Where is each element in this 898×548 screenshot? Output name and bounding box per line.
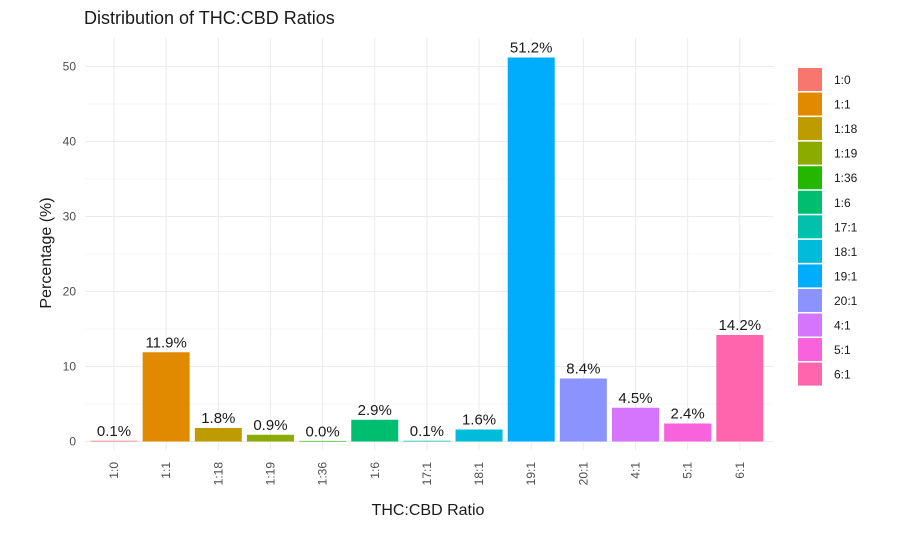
- legend-label: 17:1: [834, 220, 858, 234]
- data-label: 11.9%: [145, 334, 186, 351]
- x-tick-label: 19:1: [524, 462, 538, 486]
- legend-label: 1:18: [834, 122, 858, 136]
- y-tick-label: 0: [69, 435, 76, 449]
- legend-key: [798, 68, 822, 91]
- legend-label: 1:19: [834, 147, 858, 161]
- x-axis-title: THC:CBD Ratio: [372, 502, 485, 519]
- legend-key: [798, 239, 822, 263]
- bar-labels: 0.1% 11.9% 1.8% 0.9% 0.0% 2.9% 0.1% 1.6% 51.2% 8.…: [97, 40, 761, 441]
- bar-4:1: [612, 407, 659, 442]
- legend-label: 5:1: [834, 343, 851, 357]
- x-tick-label: 18:1: [472, 462, 486, 486]
- legend-key: [798, 362, 822, 386]
- legend-key: [798, 215, 822, 239]
- y-axis-title: Percentage (%): [38, 197, 55, 308]
- legend-key: [798, 338, 822, 362]
- y-tick-label: 10: [63, 360, 77, 374]
- y-axis-ticks: 0 10 20 30 40 50: [63, 60, 77, 449]
- data-label: 0.0%: [305, 424, 339, 441]
- legend-label: 4:1: [834, 319, 851, 333]
- bar-1:6: [351, 419, 399, 442]
- data-label: 0.9%: [253, 417, 287, 434]
- x-tick-label: 4:1: [629, 462, 643, 479]
- legend-label: 18:1: [834, 245, 858, 259]
- data-label: 1.8%: [201, 410, 235, 427]
- legend-label: 19:1: [834, 269, 858, 283]
- y-tick-label: 30: [63, 210, 77, 224]
- x-tick-label: 1:19: [263, 462, 277, 486]
- legend: 1:0 1:1 1:18 1:19 1:36 1:6 17:1 18:1 19:1 20:1 4:1…: [798, 68, 858, 386]
- legend-key: [798, 313, 822, 337]
- legend-key: [798, 117, 822, 141]
- bar-1:0: [90, 440, 138, 442]
- data-label: 2.4%: [671, 406, 705, 423]
- y-tick-label: 40: [63, 135, 77, 149]
- data-label: 1.6%: [462, 412, 496, 429]
- x-tick-label: 17:1: [420, 462, 434, 486]
- legend-key: [798, 141, 822, 165]
- legend-key: [798, 92, 822, 116]
- bar-20:1: [559, 378, 607, 442]
- x-tick-label: 1:1: [159, 462, 173, 479]
- bar-1:1: [142, 352, 190, 442]
- legend-key: [798, 264, 822, 288]
- x-axis-ticks: 1:0 1:1 1:18 1:19 1:36 1:6 17:1 18:1 19:1 20:1 4:1…: [107, 462, 747, 486]
- bars: [90, 57, 764, 442]
- legend-label: 1:6: [834, 196, 851, 210]
- legend-key: [798, 166, 822, 190]
- x-tick-label: 5:1: [681, 462, 695, 479]
- bar-1:18: [194, 428, 242, 442]
- legend-label: 1:36: [834, 171, 858, 185]
- bar-6:1: [716, 335, 764, 442]
- data-label: 8.4%: [566, 361, 600, 378]
- legend-key: [798, 190, 822, 214]
- bar-5:1: [664, 423, 712, 442]
- y-tick-label: 50: [63, 60, 77, 74]
- x-tick-label: 1:6: [368, 462, 382, 479]
- x-tick-label: 1:18: [211, 462, 225, 486]
- legend-key: [798, 288, 822, 312]
- legend-label: 1:1: [834, 98, 851, 112]
- y-tick-label: 20: [63, 285, 77, 299]
- data-label: 0.1%: [97, 423, 131, 440]
- bar-18:1: [455, 429, 503, 442]
- data-label: 14.2%: [719, 317, 762, 334]
- bar-19:1: [507, 57, 555, 442]
- x-tick-label: 1:0: [107, 462, 121, 479]
- bar-1:36: [299, 440, 347, 442]
- x-tick-label: 1:36: [316, 462, 330, 486]
- bar-17:1: [403, 440, 451, 442]
- data-label: 0.1%: [410, 423, 444, 440]
- bar-1:19: [246, 434, 294, 442]
- legend-label: 20:1: [834, 294, 858, 308]
- chart-title: Distribution of THC:CBD Ratios: [84, 8, 335, 28]
- legend-label: 6:1: [834, 368, 851, 382]
- data-label: 4.5%: [618, 390, 652, 407]
- data-label: 51.2%: [510, 40, 553, 57]
- legend-label: 1:0: [834, 73, 851, 87]
- x-tick-label: 6:1: [733, 462, 747, 479]
- x-tick-label: 20:1: [576, 462, 590, 486]
- data-label: 2.9%: [358, 402, 392, 419]
